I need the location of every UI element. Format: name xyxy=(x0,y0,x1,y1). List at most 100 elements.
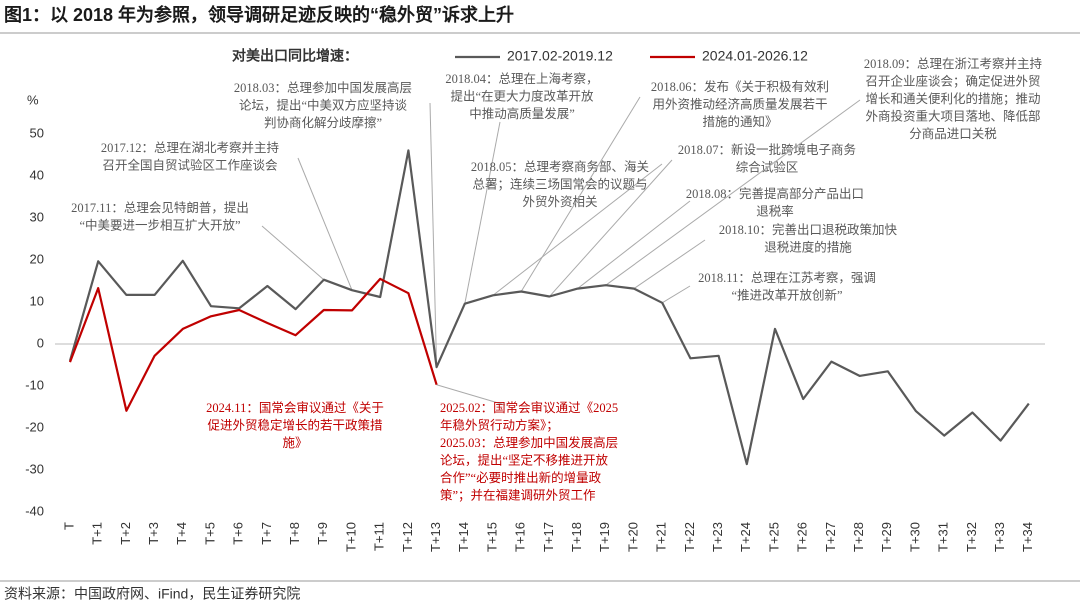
x-tick-label: T xyxy=(61,522,76,530)
x-tick-label: T+10 xyxy=(343,522,358,552)
annotation-text: 施》 xyxy=(282,436,307,450)
annotation-text: 促进外贸稳定增长的若干政策措 xyxy=(207,417,382,432)
annotation-leader xyxy=(261,225,325,281)
annotation-text: 增长和通关便利化的措施；推动 xyxy=(865,91,1040,106)
x-tick-label: T+2 xyxy=(118,522,133,545)
annotation-text: 提出“在更大力度改革开放 xyxy=(450,88,594,103)
annotation-text: 2025.02：国常会审议通过《2025 xyxy=(440,400,618,415)
x-tick-label: T+22 xyxy=(682,522,697,552)
x-tick-label: T+12 xyxy=(400,522,415,552)
x-tick-label: T+1 xyxy=(90,522,105,545)
x-tick-label: T+18 xyxy=(569,522,584,552)
x-tick-label: T+6 xyxy=(231,522,246,545)
y-tick-label: -20 xyxy=(25,419,44,434)
annotation-text: “推进改革开放创新” xyxy=(731,287,842,302)
annotation-leader xyxy=(492,163,663,296)
annotation-text: 2018.09：总理在浙江考察并主持 xyxy=(864,56,1042,71)
annotation-text: 2018.06：发布《关于积极有效利 xyxy=(651,79,829,94)
legend-label: 2017.02-2019.12 xyxy=(507,48,613,64)
x-tick-label: T+28 xyxy=(851,522,866,552)
x-tick-label: T+3 xyxy=(146,522,161,545)
annotation-leader xyxy=(436,384,506,406)
x-tick-label: T+17 xyxy=(541,522,556,552)
annotation-text: 论坛，提出“中美双方应坚持谈 xyxy=(239,97,408,112)
annotation-text: 2018.08：完善提高部分产品出口 xyxy=(686,186,864,201)
x-tick-label: T+34 xyxy=(1020,522,1035,552)
annotation-text: 总署；连续三场国常会的议题与 xyxy=(472,176,647,191)
y-tick-label: 40 xyxy=(30,167,44,182)
y-axis-label: % xyxy=(27,92,39,107)
annotation-text: 2017.12：总理在湖北考察并主持 xyxy=(101,140,279,155)
x-tick-label: T+9 xyxy=(315,522,330,545)
x-tick-label: T+29 xyxy=(879,522,894,552)
x-tick-label: T+5 xyxy=(202,522,217,545)
annotation-text: 2018.07：新设一批跨境电子商务 xyxy=(678,142,856,157)
y-tick-label: 0 xyxy=(37,335,44,350)
annotation-text: 外贸外资相关 xyxy=(522,195,597,209)
x-tick-label: T+13 xyxy=(428,522,443,552)
y-tick-label: -40 xyxy=(25,503,44,518)
annotation-text: 召开企业座谈会；确定促进外贸 xyxy=(865,73,1040,88)
x-tick-label: T+21 xyxy=(654,522,669,552)
annotation-text: 论坛，提出“坚定不移推进开放 xyxy=(440,452,609,467)
x-tick-label: T+14 xyxy=(456,522,471,552)
annotation-text: 2024.11：国常会审议通过《关于 xyxy=(206,400,384,415)
series-line xyxy=(68,149,1030,466)
annotation-text: 2018.05：总理考察商务部、海关 xyxy=(471,159,649,174)
y-tick-label: 50 xyxy=(30,125,44,140)
x-tick-label: T+30 xyxy=(907,522,922,552)
annotation-leader xyxy=(429,102,438,368)
annotation-text: 判协商化解分歧摩擦” xyxy=(264,115,382,130)
series-line xyxy=(68,277,438,412)
source-note: 资料来源：中国政府网、iFind，民生证券研究院 xyxy=(4,586,300,602)
chart-title: 图1：以 2018 年为参照，领导调研足迹反映的“稳外贸”诉求上升 xyxy=(4,4,514,25)
annotation-text: 用外资推动经济高质量发展若干 xyxy=(652,96,827,111)
annotation-text: 中推动高质量发展” xyxy=(469,106,575,121)
annotation-text: 2018.03：总理参加中国发展高层 xyxy=(234,80,412,95)
y-tick-label: 30 xyxy=(30,209,44,224)
annotation-text: 召开全国自贸试验区工作座谈会 xyxy=(102,157,278,172)
annotation-leader xyxy=(633,239,706,289)
annotation-text: 外商投资重大项目落地、降低部 xyxy=(865,108,1040,123)
x-tick-label: T+25 xyxy=(766,522,781,552)
x-tick-label: T+33 xyxy=(992,522,1007,552)
annotation-text: 综合试验区 xyxy=(736,159,799,174)
annotation-leader xyxy=(577,200,691,289)
annotation-text: 2018.11：总理在江苏考察，强调 xyxy=(698,270,876,285)
y-tick-label: -10 xyxy=(25,377,44,392)
annotation-text: 分商品进口关税 xyxy=(909,126,997,141)
annotation-text: 2018.10：完善出口退税政策加快 xyxy=(719,222,898,237)
y-tick-label: 10 xyxy=(30,293,44,308)
annotation-text: 措施的通知》 xyxy=(702,114,777,129)
x-tick-label: T+31 xyxy=(936,522,951,552)
annotation-leader xyxy=(520,96,641,292)
annotation-text: 2017.11：总理会见特朗普，提出 xyxy=(71,200,249,215)
annotation-leader xyxy=(297,157,353,291)
annotation-text: 合作”“必要时推出新的增量政 xyxy=(440,470,602,485)
annotation-leader xyxy=(605,99,861,286)
annotation-leader xyxy=(464,121,501,304)
x-tick-label: T+26 xyxy=(795,522,810,552)
annotation-text: 2025.03：总理参加中国发展高层 xyxy=(440,435,618,450)
x-tick-label: T+20 xyxy=(625,522,640,552)
x-tick-label: T+23 xyxy=(710,522,725,552)
legend-label: 2024.01-2026.12 xyxy=(702,48,808,64)
y-tick-label: -30 xyxy=(25,461,44,476)
x-tick-label: T+7 xyxy=(259,522,274,545)
x-tick-label: T+27 xyxy=(823,522,838,552)
annotation-leader xyxy=(661,285,691,304)
x-tick-label: T+19 xyxy=(597,522,612,552)
x-tick-label: T+8 xyxy=(287,522,302,545)
legend-title: 对美出口同比增速： xyxy=(232,48,358,64)
annotation-text: “中美要进一步相互扩大开放” xyxy=(79,217,240,232)
x-tick-label: T+24 xyxy=(738,522,753,552)
y-tick-label: 20 xyxy=(30,251,44,266)
annotation-text: 年稳外贸行动方案》； xyxy=(440,417,559,432)
annotation-text: 退税率 xyxy=(756,203,794,218)
x-tick-label: T+4 xyxy=(174,522,189,545)
x-tick-label: T+11 xyxy=(372,522,387,551)
annotation-text: 退税进度的措施 xyxy=(764,239,852,254)
annotation-leader xyxy=(549,159,673,297)
annotation-text: 2018.04：总理在上海考察， xyxy=(445,71,598,86)
